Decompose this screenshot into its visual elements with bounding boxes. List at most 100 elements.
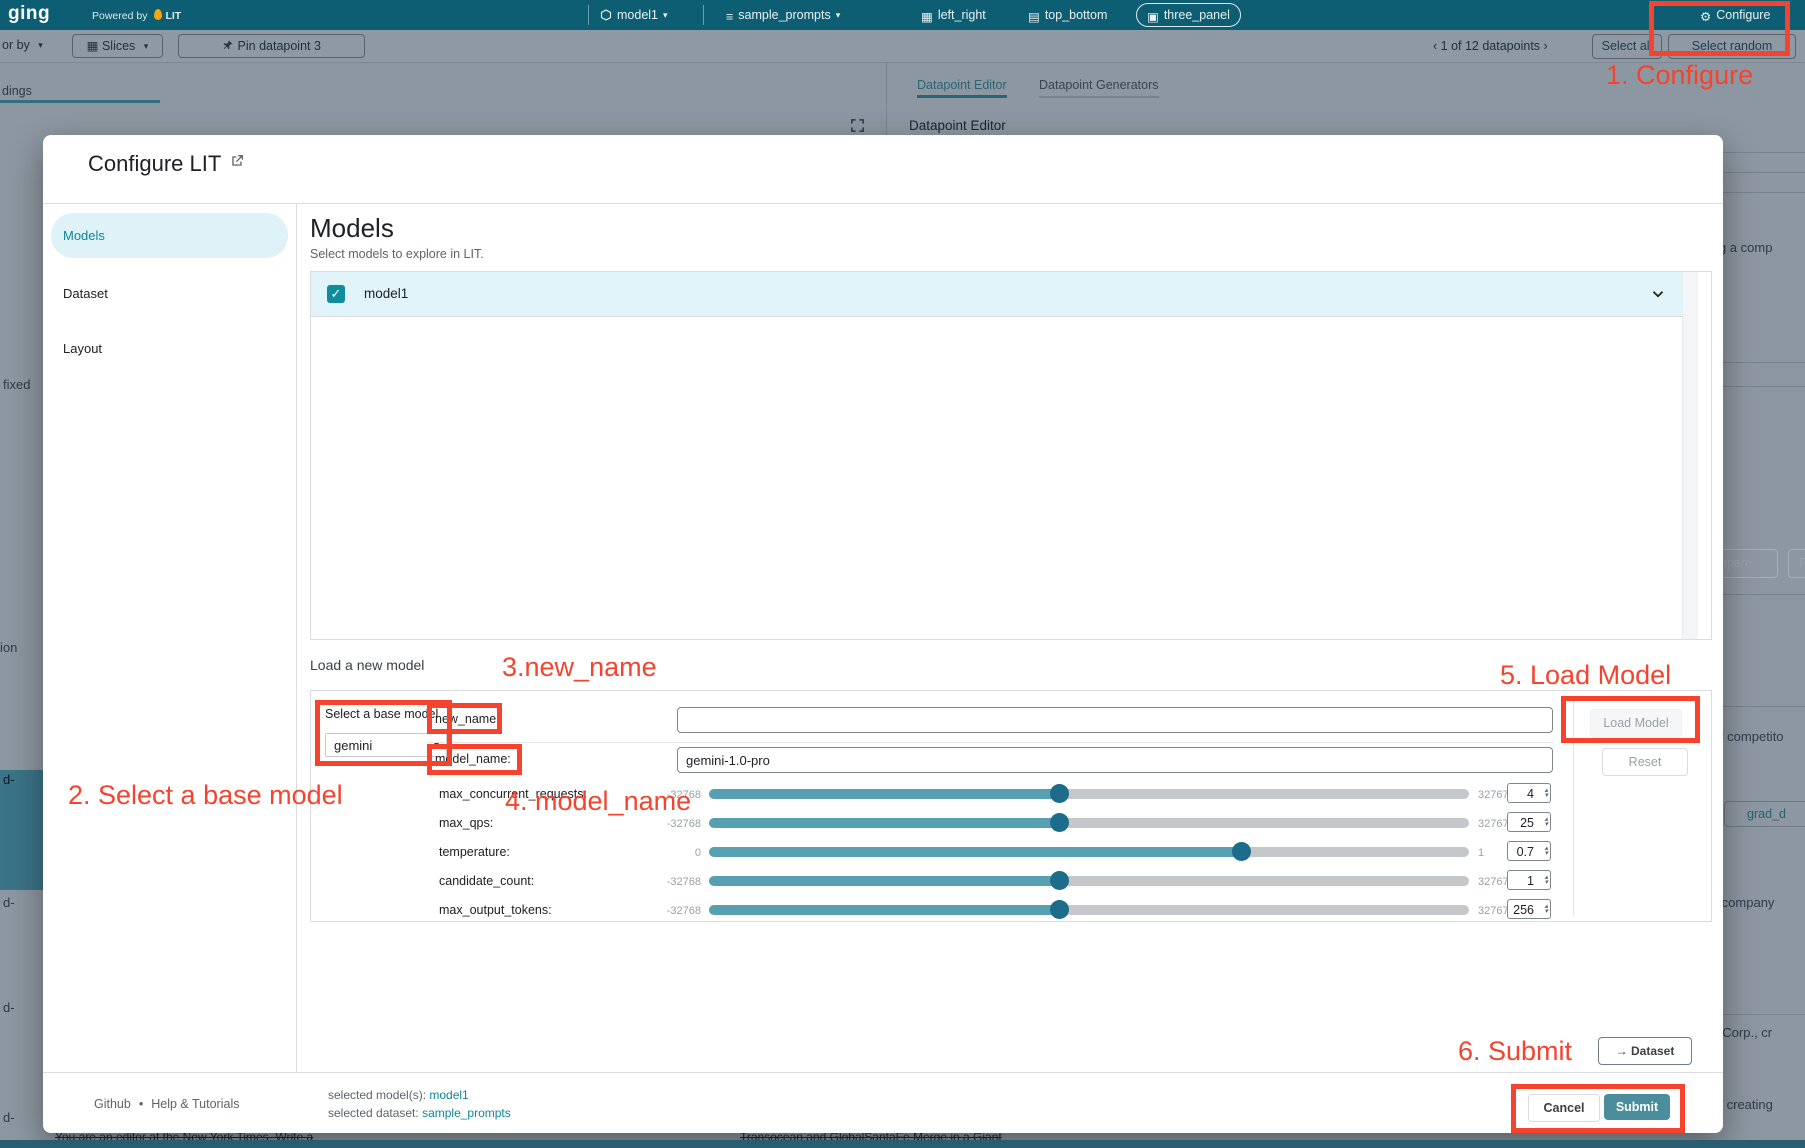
layout-grid-icon: ▤ [1028, 10, 1040, 24]
prev-datapoint-icon[interactable]: ‹ [1433, 39, 1438, 53]
slider-value-input[interactable]: 256 ▴ ▾ [1507, 899, 1551, 919]
next-datapoint-icon[interactable]: › [1543, 39, 1548, 53]
panel-divider [1723, 172, 1805, 173]
divider [43, 1072, 1723, 1073]
spin-up-icon[interactable]: ▴ [1544, 845, 1548, 852]
model-row[interactable]: ✓ model1 [311, 272, 1683, 317]
grad-dropdown-fragment[interactable]: grad_d [1724, 801, 1805, 827]
pin-datapoint-button[interactable]: Pin datapoint 3 [178, 34, 365, 58]
tab-datapoint-editor[interactable]: Datapoint Editor [917, 78, 1007, 98]
select-random-button[interactable]: Select random [1668, 34, 1796, 59]
panel-divider [1723, 362, 1805, 363]
bg-text-fragment: er competito [1712, 729, 1784, 744]
button-fragment[interactable]: F [1788, 549, 1805, 578]
sidebar-item-dataset[interactable]: Dataset [63, 286, 108, 301]
model-selector-button[interactable]: model1 ▾ [600, 0, 668, 30]
spin-down-icon[interactable]: ▾ [1544, 792, 1548, 799]
spin-up-icon[interactable]: ▴ [1544, 816, 1548, 823]
slider-thumb[interactable] [1232, 842, 1251, 861]
slider-track[interactable] [709, 900, 1469, 919]
slider-max-label: 32767 [1478, 789, 1509, 801]
sidebar-item-layout[interactable]: Layout [63, 341, 103, 356]
go-to-dataset-button[interactable]: → Dataset [1598, 1037, 1692, 1065]
reset-button[interactable]: Reset [1602, 748, 1688, 776]
load-new-model-label: Load a new model [310, 657, 425, 673]
spin-down-icon[interactable]: ▾ [1544, 908, 1548, 915]
slider-thumb[interactable] [1049, 784, 1069, 803]
spin-up-icon[interactable]: ▴ [1544, 903, 1548, 910]
new-name-input[interactable] [677, 707, 1553, 733]
footer-links: Github • Help & Tutorials [94, 1097, 239, 1111]
annotation-step1: 1. Configure [1606, 60, 1754, 90]
spin-up-icon[interactable]: ▴ [1544, 874, 1548, 881]
dataset-selector-button[interactable]: ≡ sample_prompts ▾ [726, 0, 840, 30]
slider-min-label: -32768 [666, 818, 701, 830]
expand-icon[interactable] [850, 118, 865, 133]
slider-track[interactable] [709, 784, 1469, 803]
spinner-icon[interactable]: ▴ ▾ [1544, 900, 1548, 915]
layout-three-panel-button[interactable]: ▣ three_panel [1136, 3, 1241, 27]
sidebar-item-models[interactable]: Models [63, 228, 105, 243]
slider-value-input[interactable]: 25 ▴ ▾ [1507, 812, 1551, 832]
embeddings-tab-fragment[interactable]: dings [2, 84, 32, 98]
caret-down-icon: ▾ [143, 41, 149, 51]
spinner-icon[interactable]: ▴ ▾ [1544, 784, 1548, 799]
slider-label: max_output_tokens: [439, 903, 552, 917]
slider-track[interactable] [709, 871, 1469, 890]
slider-track[interactable] [709, 842, 1469, 861]
header-separator [588, 5, 589, 25]
slider-thumb[interactable] [1049, 900, 1069, 919]
slider-thumb[interactable] [1049, 813, 1069, 832]
spin-down-icon[interactable]: ▾ [1544, 879, 1548, 886]
divider [1573, 699, 1574, 915]
flame-icon [154, 9, 163, 20]
slider-value-input[interactable]: 4 ▴ ▾ [1507, 783, 1551, 803]
spin-up-icon[interactable]: ▴ [1544, 787, 1548, 794]
layout-top-bottom-button[interactable]: ▤ top_bottom [1028, 0, 1107, 30]
help-tutorials-link[interactable]: Help & Tutorials [151, 1097, 240, 1111]
annotation-box-submit [1511, 1084, 1685, 1133]
load-model-button[interactable]: Load Model [1590, 709, 1682, 738]
slices-button[interactable]: ▦ Slices ▾ [72, 34, 163, 58]
configure-button[interactable]: ⚙ Configure [1700, 0, 1770, 30]
spinner-icon[interactable]: ▴ ▾ [1544, 842, 1548, 857]
cancel-button[interactable]: Cancel [1528, 1094, 1600, 1122]
spin-down-icon[interactable]: ▾ [1544, 850, 1548, 857]
github-link[interactable]: Github [94, 1097, 131, 1111]
slider-label: max_concurrent_requests: [439, 787, 587, 801]
model-name-input[interactable]: gemini-1.0-pro [677, 747, 1553, 773]
slider-value: 1 [1527, 874, 1534, 888]
spin-down-icon[interactable]: ▾ [1544, 821, 1548, 828]
slider-track[interactable] [709, 813, 1469, 832]
open-in-new-icon[interactable] [229, 149, 245, 175]
divider [296, 203, 297, 1072]
select-all-button[interactable]: Select all [1592, 34, 1662, 59]
selected-dataset-link[interactable]: sample_prompts [422, 1106, 511, 1120]
spinner-icon[interactable]: ▴ ▾ [1544, 871, 1548, 886]
scrollbar[interactable] [1682, 272, 1698, 639]
model-checkbox[interactable]: ✓ [327, 285, 345, 303]
slider-value: 0.7 [1516, 845, 1534, 859]
layout-left-right-button[interactable]: ▦ left_right [921, 0, 986, 30]
caret-down-icon: ▾ [663, 10, 668, 20]
tab-datapoint-generators[interactable]: Datapoint Generators [1039, 78, 1159, 98]
list-icon: ≡ [726, 10, 734, 24]
section-heading: Models [310, 213, 394, 243]
submit-button[interactable]: Submit [1604, 1094, 1670, 1120]
gear-icon: ⚙ [1700, 10, 1712, 24]
header-separator [703, 5, 704, 25]
datapoints-pager: ‹ 1 of 12 datapoints › [1433, 39, 1548, 53]
slider-value: 25 [1520, 816, 1534, 830]
slider-thumb[interactable] [1049, 871, 1069, 890]
slider-value-input[interactable]: 0.7 ▴ ▾ [1507, 841, 1551, 861]
color-by-dropdown[interactable]: or by ▾ [2, 38, 43, 52]
bg-text-fragment: fixed [3, 377, 31, 392]
chevron-down-icon[interactable] [1649, 285, 1667, 303]
slider-max-label: 32767 [1478, 905, 1509, 917]
selected-row-highlight[interactable] [0, 770, 43, 890]
spinner-icon[interactable]: ▴ ▾ [1544, 813, 1548, 828]
bg-text-fragment: d- [3, 1000, 15, 1015]
slider-value-input[interactable]: 1 ▴ ▾ [1507, 870, 1551, 890]
annotation-step6: 6. Submit [1458, 1036, 1573, 1066]
selected-model-link[interactable]: model1 [429, 1088, 469, 1102]
